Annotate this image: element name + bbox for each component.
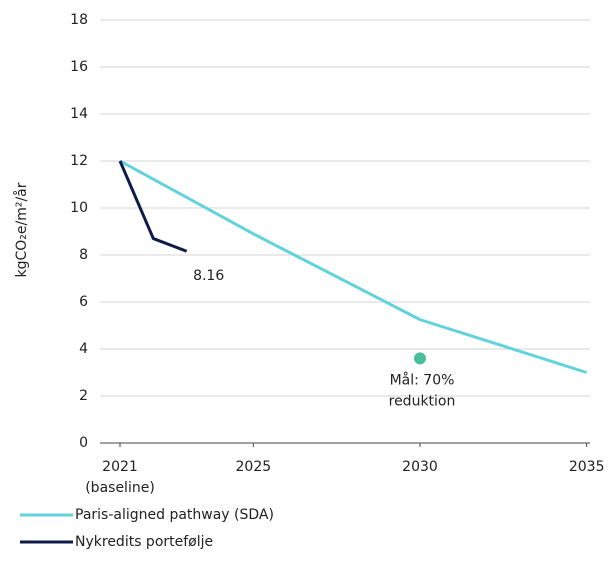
y-tick-label: 6: [79, 294, 88, 310]
target-point: [414, 352, 426, 365]
x-tick-label: 2021: [102, 459, 138, 475]
legend-label: Nykredits portefølje: [75, 534, 213, 550]
series-line: [119, 159, 588, 374]
target-label: reduktion: [389, 393, 456, 409]
target-label: Mål: 70%: [390, 371, 455, 388]
y-tick-label: 16: [70, 59, 88, 75]
x-tick-sublabel: (baseline): [85, 480, 155, 496]
x-tick-label: 2030: [402, 459, 438, 475]
x-tick-label: 2035: [569, 459, 605, 475]
y-tick-label: 10: [70, 200, 88, 216]
y-tick-label: 12: [70, 153, 88, 169]
y-axis-label: kgCO₂e/m²/år: [13, 182, 30, 277]
y-tick-label: 4: [79, 341, 88, 357]
y-tick-label: 8: [79, 247, 88, 263]
y-tick-label: 2: [79, 388, 88, 404]
y-tick-label: 0: [79, 435, 88, 451]
legend-label: Paris-aligned pathway (SDA): [75, 507, 274, 523]
y-tick-label: 14: [70, 106, 88, 122]
y-tick-label: 18: [70, 12, 88, 28]
series-line: [118, 160, 188, 253]
x-tick-label: 2025: [236, 459, 272, 475]
data-label: 8.16: [193, 268, 224, 284]
